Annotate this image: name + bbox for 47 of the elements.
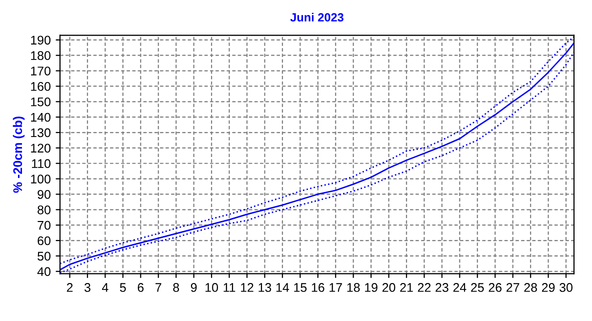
x-tick-label: 17 [330,283,342,292]
y-tick-label: 190 [31,36,50,45]
x-tick-label: 13 [258,283,272,292]
y-tick-label: 160 [31,82,50,91]
x-tick-label: 26 [488,283,502,292]
x-tick-label: 30 [560,283,572,292]
x-tick-label: 4 [102,283,108,292]
x-tick-label: 16 [312,283,324,292]
x-tick-label: 20 [382,283,396,292]
y-tick-label: 60 [38,236,50,246]
y-tick-label: 120 [31,144,50,153]
x-tick-label: 25 [471,283,484,292]
x-tick-label: 27 [506,283,520,292]
y-tick-label: 130 [31,128,50,138]
x-tick-label: 22 [418,283,431,292]
x-tick-label: 24 [453,283,466,292]
x-tick-label: 23 [436,283,448,292]
x-tick-label: 8 [173,283,180,292]
y-tick-label: 90 [38,190,50,199]
x-tick-label: 5 [120,283,126,292]
y-tick-label: 50 [38,252,50,261]
x-tick-label: 12 [240,283,254,292]
y-tick-label: 110 [32,159,50,168]
y-tick-label: 70 [38,220,50,230]
x-tick-label: 28 [524,283,537,292]
x-tick-label: 21 [400,283,413,292]
chart-title: Juni 2023 [290,12,344,22]
y-tick-label: 180 [31,51,50,60]
x-tick-label: 10 [206,283,218,292]
y-tick-label: 140 [31,112,50,122]
y-tick-label: 100 [31,174,50,184]
y-tick-label: 80 [38,205,50,214]
x-tick-label: 9 [190,283,197,292]
y-tick-label: 150 [31,97,50,106]
x-tick-label: 18 [347,283,360,292]
y-axis-title: % -20cm (cb) [12,116,25,193]
x-tick-label: 2 [66,283,73,292]
x-tick-label: 11 [224,283,236,292]
x-tick-label: 14 [276,283,290,292]
y-tick-label: 40 [37,267,50,276]
x-tick-label: 6 [138,283,144,292]
y-tick-label: 170 [31,66,50,76]
x-tick-label: 19 [365,283,378,292]
x-tick-label: 29 [542,283,555,292]
x-tick-label: 7 [156,283,162,292]
x-tick-label: 3 [84,283,90,292]
x-tick-label: 15 [294,283,307,292]
